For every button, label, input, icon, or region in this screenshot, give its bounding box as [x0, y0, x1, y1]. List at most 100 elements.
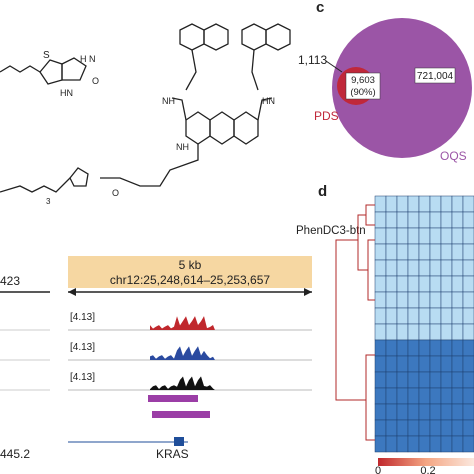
colorbar	[378, 458, 474, 466]
peak-call	[148, 395, 198, 402]
svg-text:HN: HN	[262, 96, 275, 106]
heatmap-cell	[396, 387, 409, 405]
signal	[150, 346, 215, 360]
peak-call	[152, 411, 210, 418]
heatmap-cell	[374, 291, 387, 309]
heatmap-cell	[374, 339, 387, 357]
heatmap-cell	[385, 387, 398, 405]
heatmap-cell	[374, 371, 387, 389]
track-range: [4.13]	[70, 372, 95, 383]
heatmap-cell	[440, 323, 453, 341]
overlap-count: 9,603	[351, 75, 375, 86]
svg-text:NH: NH	[176, 142, 189, 152]
heatmap-cell	[385, 355, 398, 373]
heatmap-cell	[429, 291, 442, 309]
heatmap-cell	[451, 323, 464, 341]
heatmap-cell	[429, 323, 442, 341]
heatmap-cell	[418, 387, 431, 405]
heatmap-cell	[407, 419, 420, 437]
heatmap-cell	[385, 419, 398, 437]
heatmap-cell	[385, 339, 398, 357]
panel-label: d	[318, 183, 327, 200]
heatmap-cell	[418, 243, 431, 261]
heatmap-cell	[407, 403, 420, 421]
heatmap-cell	[385, 435, 398, 453]
heatmap-cell	[451, 259, 464, 277]
svg-text:O: O	[112, 188, 119, 198]
heatmap-cell	[429, 339, 442, 357]
heatmap-cell	[418, 227, 431, 245]
signal	[150, 316, 215, 330]
heatmap-cell	[440, 339, 453, 357]
heatmap-cell	[440, 307, 453, 325]
heatmap-cell	[451, 291, 464, 309]
overlap-percent: (90%)	[350, 87, 375, 98]
heatmap-cell	[374, 227, 387, 245]
pds-name: PDS	[314, 109, 339, 123]
heatmap-cell	[407, 387, 420, 405]
heatmap-cell	[385, 227, 398, 245]
heatmap-cell	[440, 355, 453, 373]
subscript: 3	[46, 197, 51, 206]
heatmap-cell	[374, 323, 387, 341]
heatmap-cell	[385, 291, 398, 309]
pointer	[325, 60, 343, 73]
heatmap-cell	[385, 195, 398, 213]
heatmap-cell	[462, 307, 474, 325]
region: chr12:25,248,614–25,253,657	[110, 273, 270, 287]
heatmap-cell	[374, 403, 387, 421]
colorbar-tick: 0	[375, 465, 381, 474]
heatmap-cell	[440, 291, 453, 309]
heatmap-cell	[462, 275, 474, 293]
heatmap-cell	[429, 307, 442, 325]
heatmap-cell	[429, 195, 442, 213]
compound-name: PhenDC3-btn	[296, 225, 366, 237]
heatmap-cell	[418, 371, 431, 389]
heatmap-cell	[440, 227, 453, 245]
heatmap-cell	[440, 435, 453, 453]
heatmap-cell	[396, 419, 409, 437]
heatmap-cell	[418, 435, 431, 453]
dendrogram	[335, 204, 375, 441]
scale: 5 kb	[179, 258, 202, 272]
region-box	[68, 256, 312, 288]
heatmap-cell	[374, 307, 387, 325]
heatmap-cell	[418, 419, 431, 437]
heatmap-cell	[374, 275, 387, 293]
heatmap-cell	[440, 403, 453, 421]
heatmap-cell	[462, 371, 474, 389]
heatmap-cell	[418, 195, 431, 213]
arrow-head	[68, 288, 76, 296]
heatmap-cell	[407, 243, 420, 261]
track-range: [4.13]	[70, 342, 95, 353]
heatmap-cell	[418, 403, 431, 421]
heatmap-cell	[396, 307, 409, 325]
heatmap-cell	[374, 355, 387, 373]
heatmap-cell	[451, 371, 464, 389]
oqs-circle	[332, 18, 472, 158]
heatmap-cell	[451, 195, 464, 213]
colorbar-tick: 0.2	[420, 465, 435, 474]
heatmap-cell	[396, 371, 409, 389]
heatmap-cell	[407, 307, 420, 325]
heatmap-cell	[407, 195, 420, 213]
heatmap-cell	[396, 435, 409, 453]
heatmap-cell	[374, 195, 387, 213]
heatmap-cell	[462, 227, 474, 245]
heatmap-cell	[440, 211, 453, 229]
heatmap-cell	[462, 291, 474, 309]
heatmap-cell	[374, 259, 387, 277]
svg-text:H N: H N	[80, 54, 96, 64]
heatmap-cell	[418, 355, 431, 373]
heatmap-cell	[429, 435, 442, 453]
signal	[150, 376, 215, 390]
heatmap-cell	[462, 403, 474, 421]
heatmap-cell	[396, 227, 409, 245]
heatmap-cell	[396, 291, 409, 309]
right-count: 721,004	[417, 71, 454, 82]
heatmap-cell	[385, 403, 398, 421]
svg-text:S: S	[43, 50, 50, 61]
heatmap-cell	[374, 419, 387, 437]
left-count: 1,113	[298, 53, 327, 67]
